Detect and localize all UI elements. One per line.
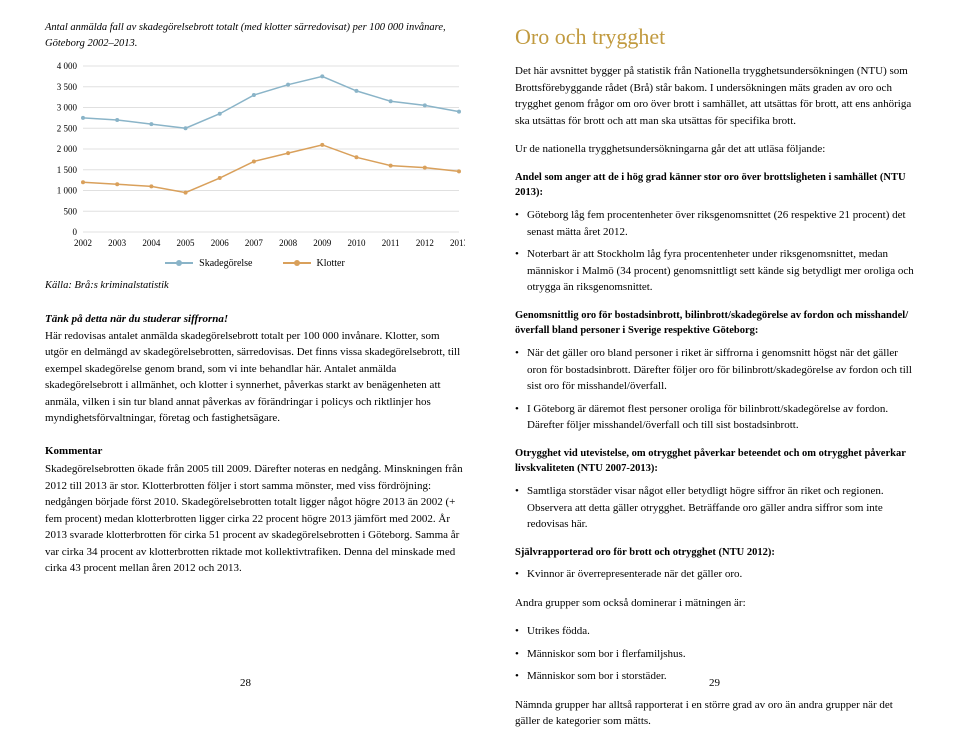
svg-text:2013: 2013	[450, 238, 465, 248]
svg-text:2011: 2011	[382, 238, 400, 248]
block4-head: Självrapporterad oro för brott och otryg…	[515, 545, 915, 561]
block4-list: Kvinnor är överrepresenterade när det gä…	[515, 566, 915, 583]
svg-text:2 000: 2 000	[57, 144, 78, 154]
legend-label-2: Klotter	[317, 256, 345, 271]
chart-legend: Skadegörelse Klotter	[45, 256, 465, 271]
list-item: I Göteborg är däremot flest personer oro…	[515, 401, 915, 434]
svg-text:2010: 2010	[347, 238, 366, 248]
comment-heading: Kommentar	[45, 443, 465, 460]
block3-head: Otrygghet vid utevistelse, om otrygghet …	[515, 446, 915, 478]
svg-text:2009: 2009	[313, 238, 332, 248]
list-item: När det gäller oro bland personer i rike…	[515, 345, 915, 395]
list-item: Människor som bor i flerfamiljshus.	[515, 646, 915, 663]
svg-text:2004: 2004	[142, 238, 161, 248]
svg-text:1 500: 1 500	[57, 164, 78, 174]
svg-text:0: 0	[73, 227, 78, 237]
legend-skadegorelse: Skadegörelse	[165, 256, 252, 271]
section-title: Oro och trygghet	[515, 20, 915, 53]
block2-head: Genomsnittlig oro för bostadsinbrott, bi…	[515, 308, 915, 340]
page-number-right: 29	[709, 675, 720, 692]
svg-text:4 000: 4 000	[57, 61, 78, 71]
legend-label-1: Skadegörelse	[199, 256, 252, 271]
left-column: Antal anmälda fall av skadegörelsebrott …	[30, 20, 490, 689]
svg-text:2007: 2007	[245, 238, 264, 248]
think-body: Här redovisas antalet anmälda skadegörel…	[45, 328, 465, 427]
block1-list: Göteborg låg fem procentenheter över rik…	[515, 207, 915, 296]
svg-text:2002: 2002	[74, 238, 92, 248]
chart-title: Antal anmälda fall av skadegörelsebrott …	[45, 20, 465, 52]
svg-text:2012: 2012	[416, 238, 434, 248]
svg-text:3 000: 3 000	[57, 102, 78, 112]
think-heading: Tänk på detta när du studerar siffrorna!	[45, 311, 465, 328]
list-item: Göteborg låg fem procentenheter över rik…	[515, 207, 915, 240]
list-item: Samtliga storstäder visar något eller be…	[515, 483, 915, 533]
svg-text:2 500: 2 500	[57, 123, 78, 133]
intro-para-2: Ur de nationella trygghetsundersökningar…	[515, 141, 915, 158]
chart-source: Källa: Brå:s kriminalstatistik	[45, 278, 465, 294]
line-chart: 0 500 1 000 1 500 2 000 2 500 3 000 3 500 4 000 2…	[45, 60, 465, 260]
svg-text:500: 500	[64, 206, 78, 216]
block1-head: Andel som anger att de i hög grad känner…	[515, 170, 915, 202]
svg-text:3 500: 3 500	[57, 81, 78, 91]
legend-line-orange	[283, 262, 311, 264]
list-item: Utrikes födda.	[515, 623, 915, 640]
list-item: Noterbart är att Stockholm låg fyra proc…	[515, 246, 915, 296]
list-item: Kvinnor är överrepresenterade när det gä…	[515, 566, 915, 583]
block3-list: Samtliga storstäder visar något eller be…	[515, 483, 915, 533]
other-line: Andra grupper som också dominerar i mätn…	[515, 595, 915, 612]
right-column: Oro och trygghet Det här avsnittet bygge…	[490, 20, 930, 689]
svg-text:2003: 2003	[108, 238, 127, 248]
intro-para-1: Det här avsnittet bygger på statistik fr…	[515, 63, 915, 129]
svg-text:2005: 2005	[177, 238, 196, 248]
legend-line-blue	[165, 262, 193, 264]
block2-list: När det gäller oro bland personer i rike…	[515, 345, 915, 434]
closing-para: Nämnda grupper har alltså rapporterat i …	[515, 697, 915, 730]
svg-text:1 000: 1 000	[57, 185, 78, 195]
page-number-left: 28	[240, 675, 251, 692]
svg-text:2006: 2006	[211, 238, 230, 248]
legend-klotter: Klotter	[283, 256, 345, 271]
svg-text:2008: 2008	[279, 238, 298, 248]
comment-body: Skadegörelsebrotten ökade från 2005 till…	[45, 461, 465, 577]
